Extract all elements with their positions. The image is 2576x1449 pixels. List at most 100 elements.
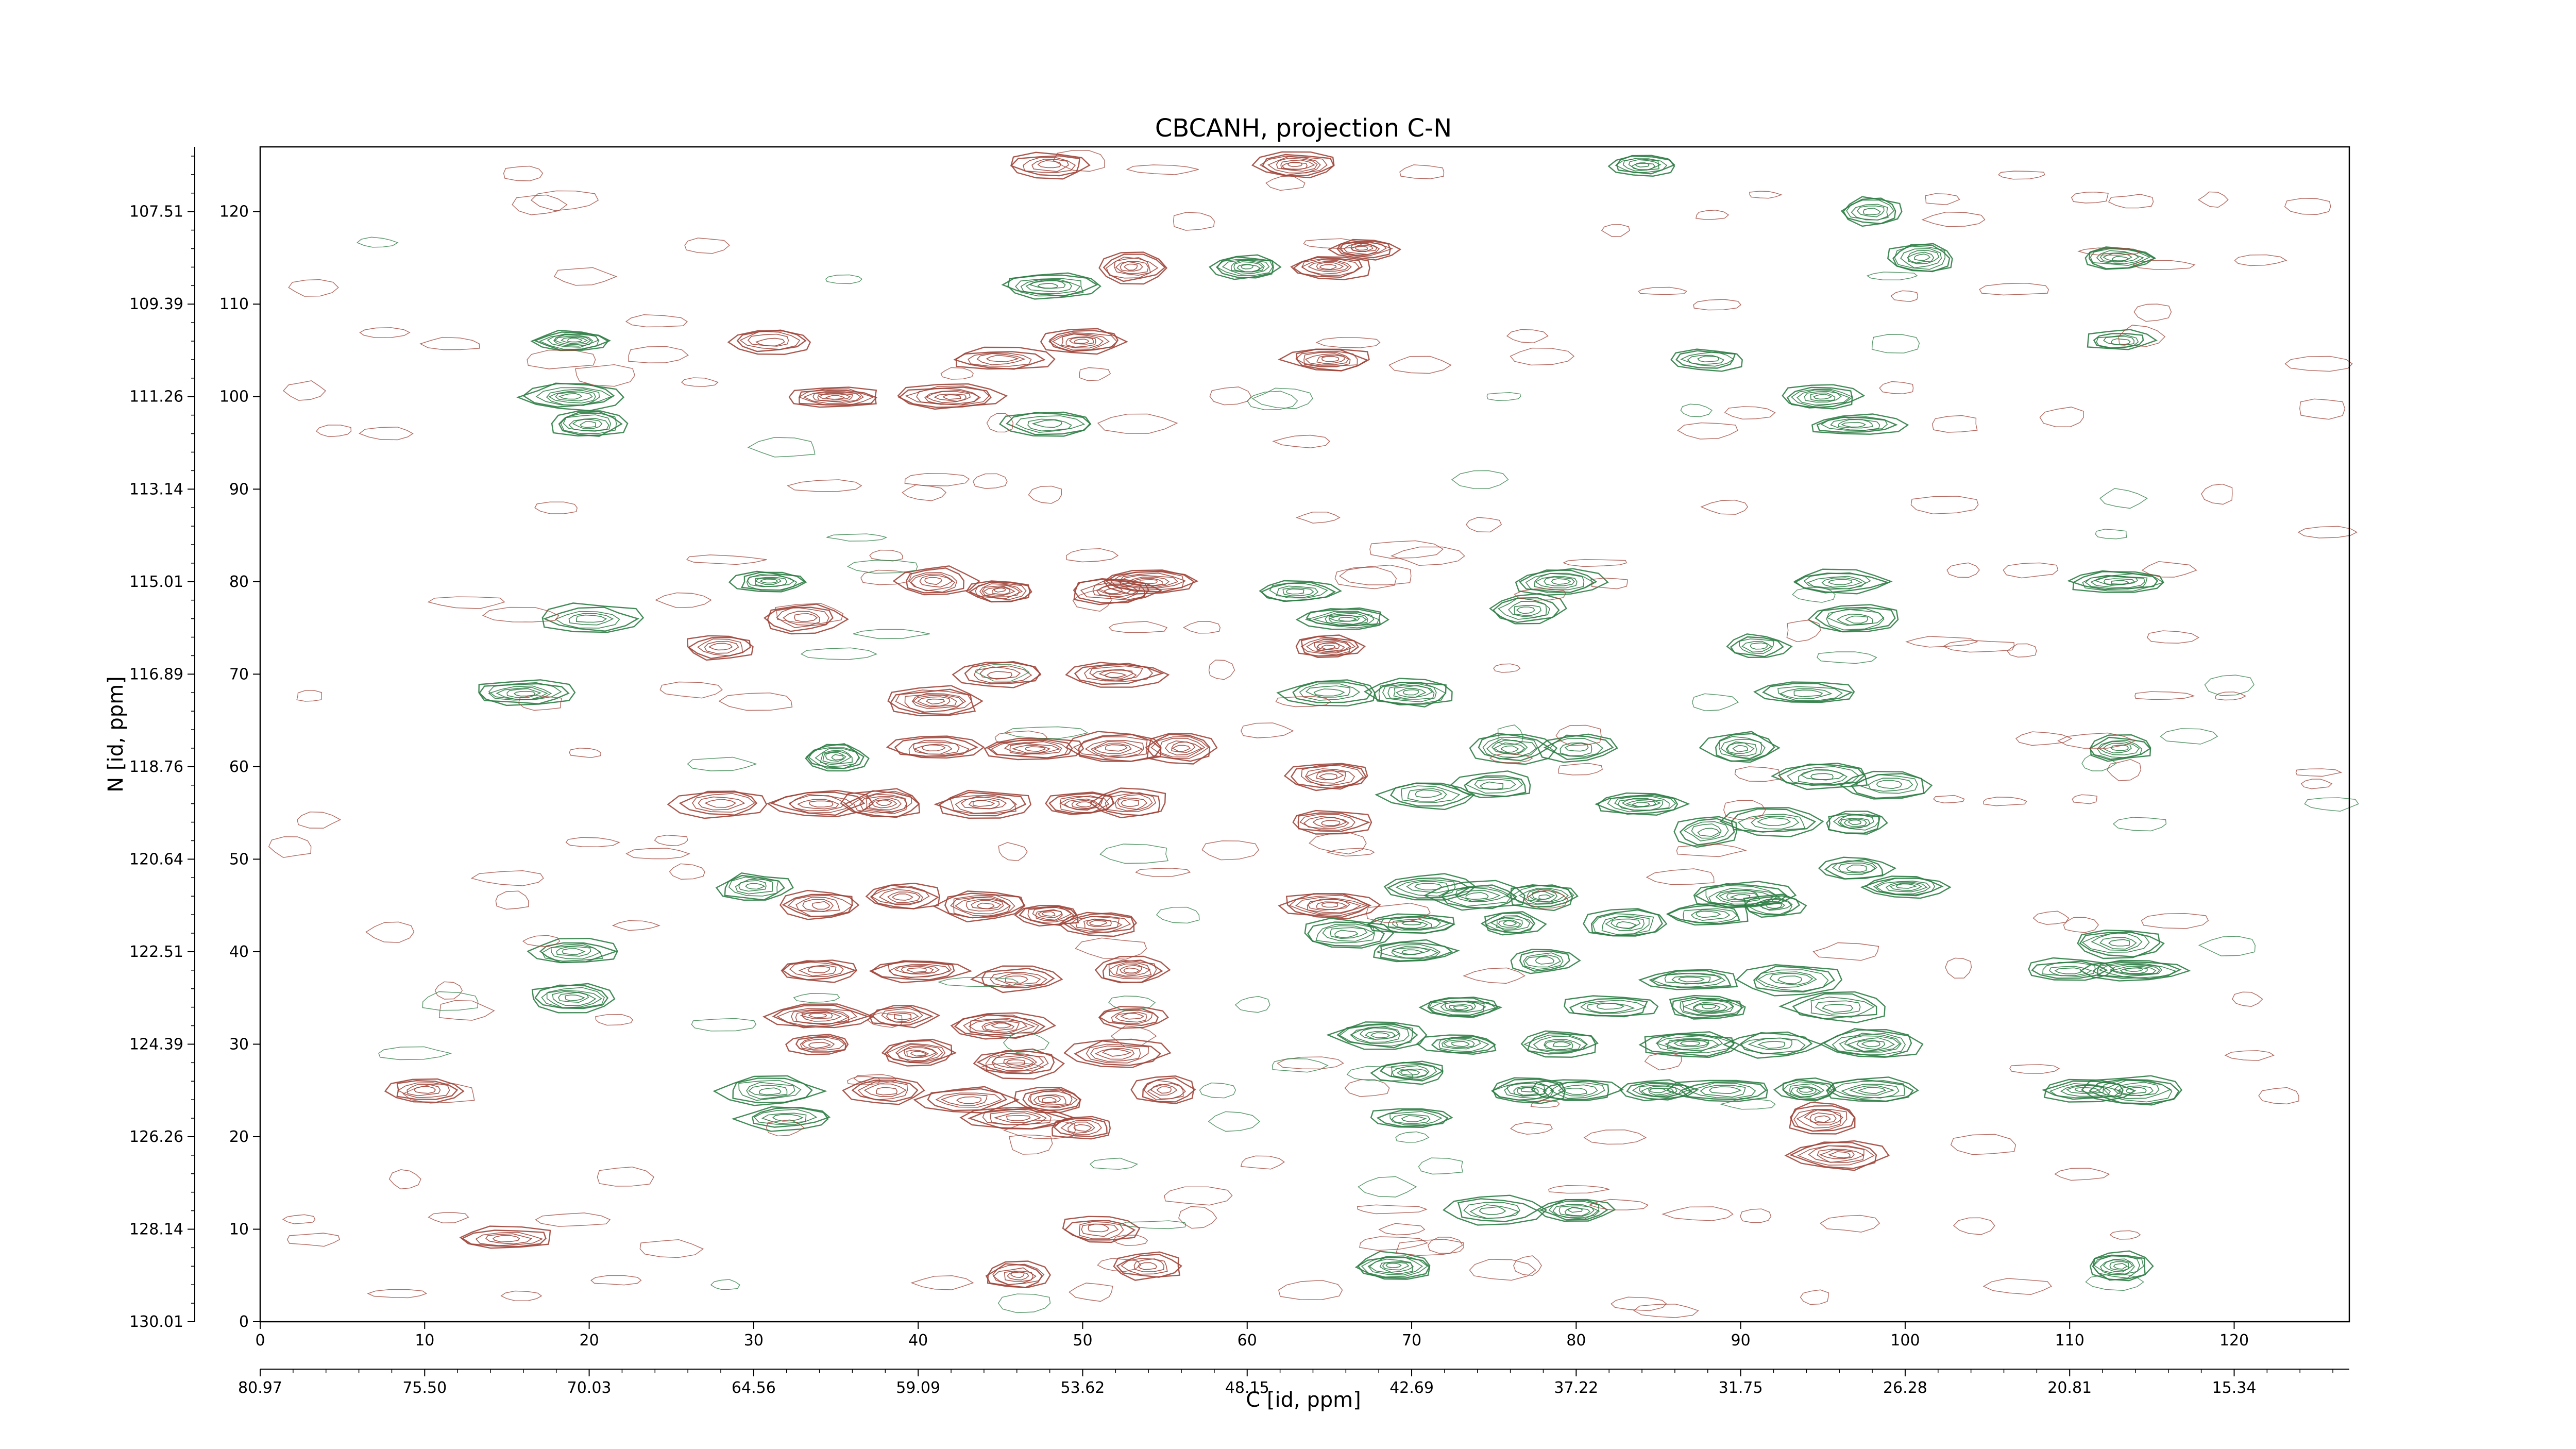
noise-contour (2007, 643, 2037, 658)
contour-line (1675, 350, 1736, 369)
noise-contour (825, 274, 862, 284)
contour-line (809, 800, 834, 808)
contour-line (1755, 969, 1829, 992)
contour-line (697, 638, 743, 656)
contour-line (950, 795, 1016, 814)
positive-peak (913, 1086, 1020, 1114)
contour-line (1147, 1083, 1186, 1100)
contour-line (1209, 254, 1282, 280)
contour-line (1074, 339, 1090, 344)
negative-peak (1699, 731, 1781, 763)
contour-line (1693, 881, 1797, 909)
contour-line (913, 744, 953, 755)
contour-line (1007, 272, 1101, 300)
contour-line (1793, 689, 1823, 697)
noise-contour (2118, 325, 2166, 347)
contour-line (667, 791, 768, 819)
contour-line (1455, 889, 1501, 902)
contour-line (496, 687, 548, 700)
contour-line (1496, 917, 1523, 930)
noise-contour (365, 921, 415, 943)
noise-contour (1942, 639, 2015, 653)
contour-line (1821, 1004, 1853, 1013)
contour-line (912, 695, 957, 708)
contour-line (747, 333, 789, 347)
contour-line (1089, 920, 1108, 926)
noise-contour (1514, 588, 1566, 601)
contour-line (1038, 1095, 1061, 1104)
contour-line (1092, 582, 1141, 599)
y-index-tick-label: 20 (229, 1128, 249, 1146)
contour-line (1364, 1031, 1396, 1040)
y-ppm-tick-label: 109.39 (129, 295, 183, 313)
contour-line (1108, 962, 1152, 978)
x-index-tick-label: 60 (1238, 1332, 1257, 1350)
contour-line (906, 1049, 929, 1058)
contour-line (913, 742, 960, 755)
negative-peak (1719, 807, 1824, 837)
contour-line (1312, 612, 1375, 627)
positive-peak (1052, 1116, 1111, 1140)
contour-line (785, 1034, 849, 1055)
contour-line (556, 946, 591, 957)
noise-contour (686, 554, 767, 565)
contour-line (1478, 732, 1550, 762)
contour-line (993, 1112, 1042, 1123)
noise-contour (2297, 526, 2358, 538)
contour-line (406, 1084, 441, 1097)
noise-contour (1272, 1058, 1329, 1073)
contour-line (898, 386, 992, 408)
contour-line (975, 582, 1027, 600)
positive-peak (1089, 787, 1166, 819)
contour-line (1382, 1261, 1410, 1271)
contour-line (2103, 578, 2136, 585)
contour-line (1316, 901, 1348, 911)
contour-line (976, 902, 995, 909)
positive-peak (869, 960, 973, 984)
contour-line (1854, 774, 1918, 794)
noise-contour (1359, 1236, 1429, 1251)
noise-contour (438, 1000, 495, 1021)
contour-line (739, 330, 801, 350)
noise-contour (2112, 817, 2167, 832)
noise-contour (1953, 1217, 1995, 1235)
contour-line (908, 739, 970, 757)
contour-line (1114, 794, 1153, 812)
contour-line (1449, 1004, 1473, 1012)
noise-contour (1506, 329, 1549, 344)
negative-peak (1505, 884, 1579, 912)
contour-line (1697, 356, 1720, 363)
contour-line (1875, 880, 1931, 895)
noise-contour (998, 842, 1028, 862)
contour-line (933, 890, 1025, 923)
noise-contour (1399, 164, 1445, 179)
positive-peak (1789, 1101, 1856, 1135)
contour-line (547, 333, 600, 348)
negative-peak (1778, 991, 1886, 1023)
noise-contour (1295, 511, 1341, 524)
contour-line (865, 882, 940, 909)
y-ppm-tick-label: 116.89 (129, 665, 183, 683)
contour-line (541, 943, 603, 962)
noise-contour (1921, 211, 1986, 227)
contour-line (1027, 1089, 1078, 1108)
contour-line (1726, 742, 1755, 754)
contour-line (1560, 742, 1592, 756)
contour-line (1753, 681, 1855, 703)
noise-contour (1890, 290, 1919, 302)
noise-contour (1997, 171, 2045, 180)
negative-peak (2028, 957, 2115, 981)
contour-line (1832, 860, 1877, 875)
positive-peak (953, 346, 1056, 370)
contour-line (1222, 260, 1270, 275)
noise-contour (1418, 1157, 1464, 1175)
contour-line (1680, 998, 1744, 1016)
noise-contour (367, 1289, 428, 1299)
noise-contour (388, 1169, 421, 1190)
noise-contour (1469, 1259, 1536, 1281)
contour-line (1094, 1048, 1135, 1060)
noise-contour (1946, 562, 1980, 578)
contour-line (1538, 894, 1552, 900)
contour-line (1586, 1002, 1635, 1014)
